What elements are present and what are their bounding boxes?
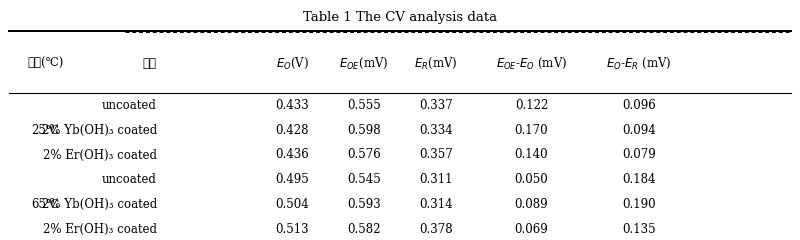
Text: 2% Yb(OH)₃ coated: 2% Yb(OH)₃ coated — [42, 124, 157, 137]
Text: 0.545: 0.545 — [347, 173, 381, 186]
Text: 0.096: 0.096 — [622, 99, 656, 112]
Text: 0.190: 0.190 — [622, 198, 656, 211]
Text: 0.436: 0.436 — [275, 149, 310, 162]
Text: 0.513: 0.513 — [275, 223, 309, 236]
Text: 0.314: 0.314 — [419, 198, 453, 211]
Text: 0.582: 0.582 — [347, 223, 381, 236]
Text: 0.140: 0.140 — [514, 149, 548, 162]
Text: 0.089: 0.089 — [514, 198, 548, 211]
Text: 2% Er(OH)₃ coated: 2% Er(OH)₃ coated — [43, 149, 157, 162]
Text: 0.122: 0.122 — [515, 99, 548, 112]
Text: 0.593: 0.593 — [347, 198, 381, 211]
Text: 0.428: 0.428 — [276, 124, 309, 137]
Text: 0.135: 0.135 — [622, 223, 656, 236]
Text: 0.050: 0.050 — [514, 173, 549, 186]
Text: 样品: 样品 — [143, 57, 157, 70]
Text: $E_{O}$(V): $E_{O}$(V) — [276, 55, 309, 71]
Text: 0.337: 0.337 — [419, 99, 453, 112]
Text: 0.184: 0.184 — [622, 173, 656, 186]
Text: 0.357: 0.357 — [419, 149, 453, 162]
Text: $E_{R}$(mV): $E_{R}$(mV) — [414, 55, 458, 71]
Text: Table 1 The CV analysis data: Table 1 The CV analysis data — [303, 11, 497, 24]
Text: uncoated: uncoated — [102, 173, 157, 186]
Text: 温度(℃): 温度(℃) — [27, 57, 63, 70]
Text: $E_{OE}$-$E_{O}$ (mV): $E_{OE}$-$E_{O}$ (mV) — [496, 55, 567, 71]
Text: 25℃: 25℃ — [31, 124, 59, 137]
Text: 2% Er(OH)₃ coated: 2% Er(OH)₃ coated — [43, 223, 157, 236]
Text: uncoated: uncoated — [102, 99, 157, 112]
Text: 0.495: 0.495 — [275, 173, 310, 186]
Text: 0.504: 0.504 — [275, 198, 310, 211]
Text: 0.378: 0.378 — [419, 223, 453, 236]
Text: 0.598: 0.598 — [347, 124, 381, 137]
Text: 65℃: 65℃ — [31, 198, 59, 211]
Text: 0.079: 0.079 — [622, 149, 656, 162]
Text: 0.094: 0.094 — [622, 124, 656, 137]
Text: 0.334: 0.334 — [419, 124, 453, 137]
Text: 0.576: 0.576 — [347, 149, 381, 162]
Text: 0.069: 0.069 — [514, 223, 549, 236]
Text: 0.311: 0.311 — [419, 173, 453, 186]
Text: $E_{OE}$(mV): $E_{OE}$(mV) — [339, 55, 389, 71]
Text: 0.555: 0.555 — [347, 99, 381, 112]
Text: 0.433: 0.433 — [275, 99, 310, 112]
Text: $E_{O}$-$E_{R}$ (mV): $E_{O}$-$E_{R}$ (mV) — [606, 55, 672, 71]
Text: 0.170: 0.170 — [514, 124, 548, 137]
Text: 2% Yb(OH)₃ coated: 2% Yb(OH)₃ coated — [42, 198, 157, 211]
